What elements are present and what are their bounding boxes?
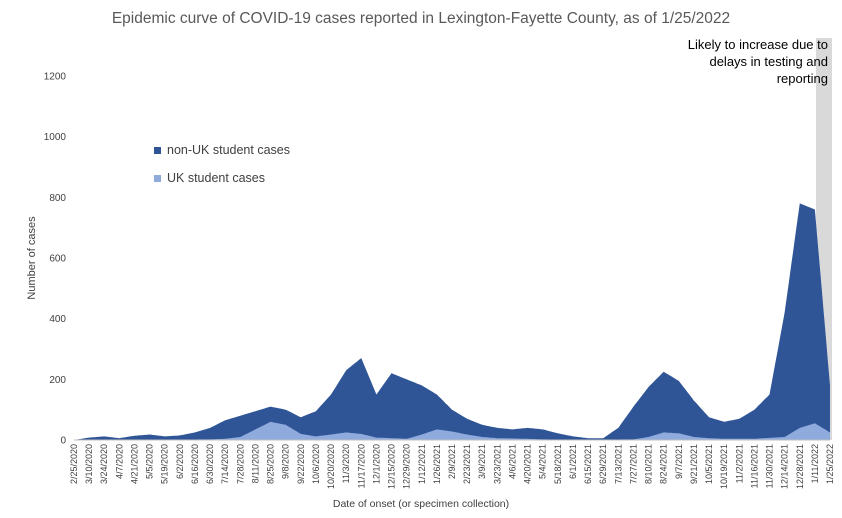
x-tick-label: 9/21/2021 bbox=[689, 444, 699, 484]
x-tick-label: 3/24/2020 bbox=[99, 444, 109, 484]
x-tick-label: 2/9/2021 bbox=[447, 444, 457, 479]
x-tick-label: 11/17/2020 bbox=[356, 444, 366, 488]
x-tick-label: 9/7/2021 bbox=[674, 444, 684, 479]
x-tick-label: 8/10/2021 bbox=[644, 444, 654, 484]
x-tick-label: 4/20/2021 bbox=[523, 444, 533, 484]
x-tick-label: 12/28/2021 bbox=[795, 444, 805, 489]
x-tick-label: 3/23/2021 bbox=[492, 444, 502, 484]
x-tick-label: 11/2/2021 bbox=[734, 444, 744, 483]
x-tick-label: 12/29/2020 bbox=[402, 444, 412, 489]
x-tick-label: 12/15/2020 bbox=[387, 444, 397, 489]
y-tick-label: 400 bbox=[49, 314, 66, 325]
x-tick-label: 9/8/2020 bbox=[281, 444, 291, 479]
legend-label-non-uk: non-UK student cases bbox=[167, 143, 290, 157]
x-tick-label: 11/3/2020 bbox=[341, 444, 351, 483]
x-tick-label: 11/16/2021 bbox=[749, 444, 759, 488]
y-axis-title: Number of cases bbox=[26, 216, 38, 300]
x-tick-label: 3/9/2021 bbox=[477, 444, 487, 479]
x-tick-label: 4/21/2020 bbox=[130, 444, 140, 484]
x-tick-label: 6/15/2021 bbox=[583, 444, 593, 484]
series-area-uk bbox=[74, 421, 830, 440]
x-tick-label: 12/14/2021 bbox=[780, 444, 790, 489]
x-tick-label: 1/11/2022 bbox=[810, 444, 820, 483]
x-tick-label: 6/29/2021 bbox=[598, 444, 608, 484]
x-tick-label: 2/23/2021 bbox=[462, 444, 472, 484]
x-tick-label: 6/30/2020 bbox=[205, 444, 215, 484]
series-area-non-uk bbox=[74, 203, 830, 440]
x-tick-label: 7/13/2021 bbox=[613, 444, 623, 484]
legend-swatch-uk bbox=[154, 174, 161, 182]
x-tick-label: 10/20/2020 bbox=[326, 444, 336, 489]
x-tick-label: 7/14/2020 bbox=[220, 444, 230, 484]
x-tick-label: 10/19/2021 bbox=[719, 444, 729, 489]
x-tick-label: 1/12/2021 bbox=[417, 444, 427, 484]
x-tick-label: 7/27/2021 bbox=[628, 444, 638, 484]
chart-title: Epidemic curve of COVID-19 cases reporte… bbox=[111, 10, 731, 27]
x-tick-label: 3/10/2020 bbox=[84, 444, 94, 484]
annotation-text: Likely to increase due to delays in test… bbox=[687, 37, 828, 86]
x-tick-label: 5/19/2020 bbox=[160, 444, 170, 484]
y-tick-label: 200 bbox=[49, 375, 66, 386]
y-tick-label: 0 bbox=[60, 436, 66, 447]
x-tick-label: 8/24/2021 bbox=[659, 444, 669, 484]
x-tick-label: 2/25/2020 bbox=[69, 444, 79, 484]
x-axis-title: Date of onset (or specimen collection) bbox=[332, 498, 510, 510]
x-tick-label: 8/25/2020 bbox=[266, 444, 276, 484]
x-tick-label: 8/11/2020 bbox=[250, 444, 260, 483]
x-tick-label: 4/7/2020 bbox=[114, 444, 124, 479]
legend-item-uk: UK student cases bbox=[154, 164, 290, 192]
x-tick-label: 1/25/2022 bbox=[825, 444, 835, 484]
x-tick-label: 6/2/2020 bbox=[175, 444, 185, 479]
legend-swatch-non-uk bbox=[154, 146, 161, 154]
x-tick-label: 5/5/2020 bbox=[145, 444, 155, 479]
x-tick-label: 6/16/2020 bbox=[190, 444, 200, 484]
x-tick-label: 5/18/2021 bbox=[553, 444, 563, 484]
y-tick-label: 600 bbox=[49, 254, 66, 265]
x-tick-label: 10/5/2021 bbox=[704, 444, 714, 484]
y-tick-label: 1200 bbox=[44, 72, 67, 83]
x-tick-label: 1/26/2021 bbox=[432, 444, 442, 484]
x-tick-label: 11/30/2021 bbox=[765, 444, 775, 488]
x-tick-label: 9/22/2020 bbox=[296, 444, 306, 484]
legend: non-UK student cases UK student cases bbox=[154, 136, 290, 192]
legend-label-uk: UK student cases bbox=[167, 171, 265, 185]
x-tick-label: 12/1/2020 bbox=[371, 444, 381, 484]
x-tick-label: 7/28/2020 bbox=[235, 444, 245, 484]
x-tick-label: 10/6/2020 bbox=[311, 444, 321, 484]
x-tick-label: 4/6/2021 bbox=[508, 444, 518, 479]
y-tick-label: 800 bbox=[49, 193, 66, 204]
x-tick-label: 5/4/2021 bbox=[538, 444, 548, 479]
legend-item-non-uk: non-UK student cases bbox=[154, 136, 290, 164]
x-tick-label: 6/1/2021 bbox=[568, 444, 578, 479]
y-tick-label: 1000 bbox=[44, 132, 67, 143]
